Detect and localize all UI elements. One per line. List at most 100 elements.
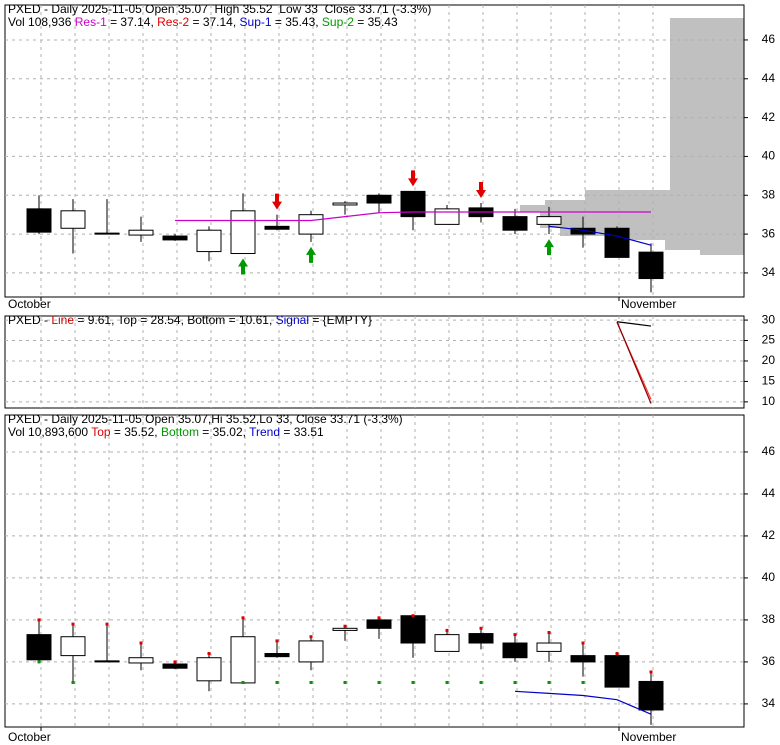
- y-tick-label: 38: [762, 612, 776, 626]
- dot: [479, 680, 483, 684]
- dot: [241, 680, 245, 684]
- candle-body: [128, 229, 154, 236]
- candle-body: [264, 225, 290, 230]
- candle-body: [366, 619, 392, 629]
- series-line: [616, 321, 652, 404]
- dot: [343, 680, 347, 684]
- series-line: [175, 211, 651, 222]
- top-dot: [241, 616, 245, 620]
- y-tick-label: 40: [762, 570, 776, 584]
- y-tick-label: 40: [762, 149, 776, 163]
- candle-body: [298, 640, 324, 663]
- candle-body: [536, 216, 562, 225]
- candle-body: [434, 208, 460, 225]
- panel-header: PXED - Line = 9.61, Top = 28.54, Bottom …: [8, 313, 372, 327]
- sell-arrow: [476, 182, 486, 199]
- top-dot: [411, 614, 415, 618]
- header-segment: Signal: [276, 313, 309, 327]
- header-segment: = 35.43: [354, 15, 398, 29]
- buy-arrow: [544, 239, 554, 256]
- y-tick-label: 34: [762, 696, 776, 710]
- candle-body: [60, 636, 86, 657]
- top-dot: [71, 622, 75, 626]
- candle-body: [94, 660, 120, 663]
- top-dot: [547, 631, 551, 635]
- candle-body: [638, 251, 664, 280]
- y-tick-label: 46: [762, 444, 776, 458]
- header-segment: = 35.52,: [111, 425, 161, 439]
- candle-body: [230, 636, 256, 684]
- header-segment: Vol 108,936: [8, 15, 75, 29]
- x-tick-label: October: [8, 297, 51, 311]
- sell-arrow: [408, 170, 418, 187]
- header-segment: = 35.43,: [272, 15, 322, 29]
- panel-frame: [4, 4, 745, 298]
- header-segment: Res-1: [75, 15, 107, 29]
- series-line: [616, 321, 652, 327]
- dot: [71, 680, 75, 684]
- top-dot: [445, 628, 449, 632]
- top-dot: [207, 652, 211, 656]
- candle-body: [128, 657, 154, 664]
- candle-body: [468, 633, 494, 644]
- dot: [275, 680, 279, 684]
- top-dot: [173, 660, 177, 664]
- top-dot: [615, 652, 619, 656]
- dot: [547, 680, 551, 684]
- header-segment: Res-2: [157, 15, 189, 29]
- candle-body: [604, 655, 630, 688]
- top-dot: [377, 616, 381, 620]
- sell-arrow: [272, 193, 282, 210]
- price-volume-profile: [520, 18, 744, 255]
- y-tick-label: 36: [762, 226, 776, 240]
- candle-body: [400, 190, 426, 218]
- y-tick-label: 34: [762, 265, 776, 279]
- header-segment: Line: [51, 313, 74, 327]
- candle-body: [638, 680, 664, 711]
- candle-body: [332, 627, 358, 631]
- candle-body: [604, 227, 630, 258]
- candle-body: [400, 615, 426, 644]
- candle-body: [264, 653, 290, 658]
- dot: [309, 680, 313, 684]
- header-segment: Trend: [249, 425, 280, 439]
- candle-body: [230, 210, 256, 255]
- y-tick-label: 42: [762, 528, 776, 542]
- candle-body: [434, 634, 460, 652]
- top-dot: [581, 641, 585, 645]
- x-tick-label: November: [621, 297, 676, 311]
- y-tick-label: 36: [762, 654, 776, 668]
- y-tick-label: 42: [762, 110, 776, 124]
- top-dot: [343, 624, 347, 628]
- candle-body: [366, 194, 392, 204]
- top-dot: [105, 622, 109, 626]
- header-segment: PXED - Daily 2025-11-05 Open 35.07 High …: [8, 2, 431, 16]
- header-segment: = 9.61, Top = 28.54, Bottom = 10.61,: [74, 313, 276, 327]
- candle-body: [502, 216, 528, 231]
- y-tick-label: 30: [762, 312, 776, 326]
- candle-body: [502, 642, 528, 659]
- header-segment: Vol 10,893,600: [8, 425, 91, 439]
- candle-body: [60, 210, 86, 229]
- dot: [513, 680, 517, 684]
- header-segment: Sup-2: [322, 15, 354, 29]
- y-tick-label: 20: [762, 353, 776, 367]
- y-tick-label: 44: [762, 486, 776, 500]
- y-tick-label: 15: [762, 374, 776, 388]
- y-tick-label: 44: [762, 71, 776, 85]
- buy-arrow: [238, 258, 248, 275]
- panel-frame: [4, 315, 745, 409]
- top-dot: [513, 633, 517, 637]
- header-segment: Top: [91, 425, 111, 439]
- header-segment: = 35.02,: [199, 425, 249, 439]
- top-dot: [649, 670, 653, 674]
- y-tick-label: 38: [762, 187, 776, 201]
- top-dot: [275, 639, 279, 643]
- series-line: [514, 690, 652, 715]
- dot: [411, 680, 415, 684]
- header-segment: = 37.14,: [189, 15, 239, 29]
- candle-body: [536, 642, 562, 652]
- candle-body: [570, 227, 596, 235]
